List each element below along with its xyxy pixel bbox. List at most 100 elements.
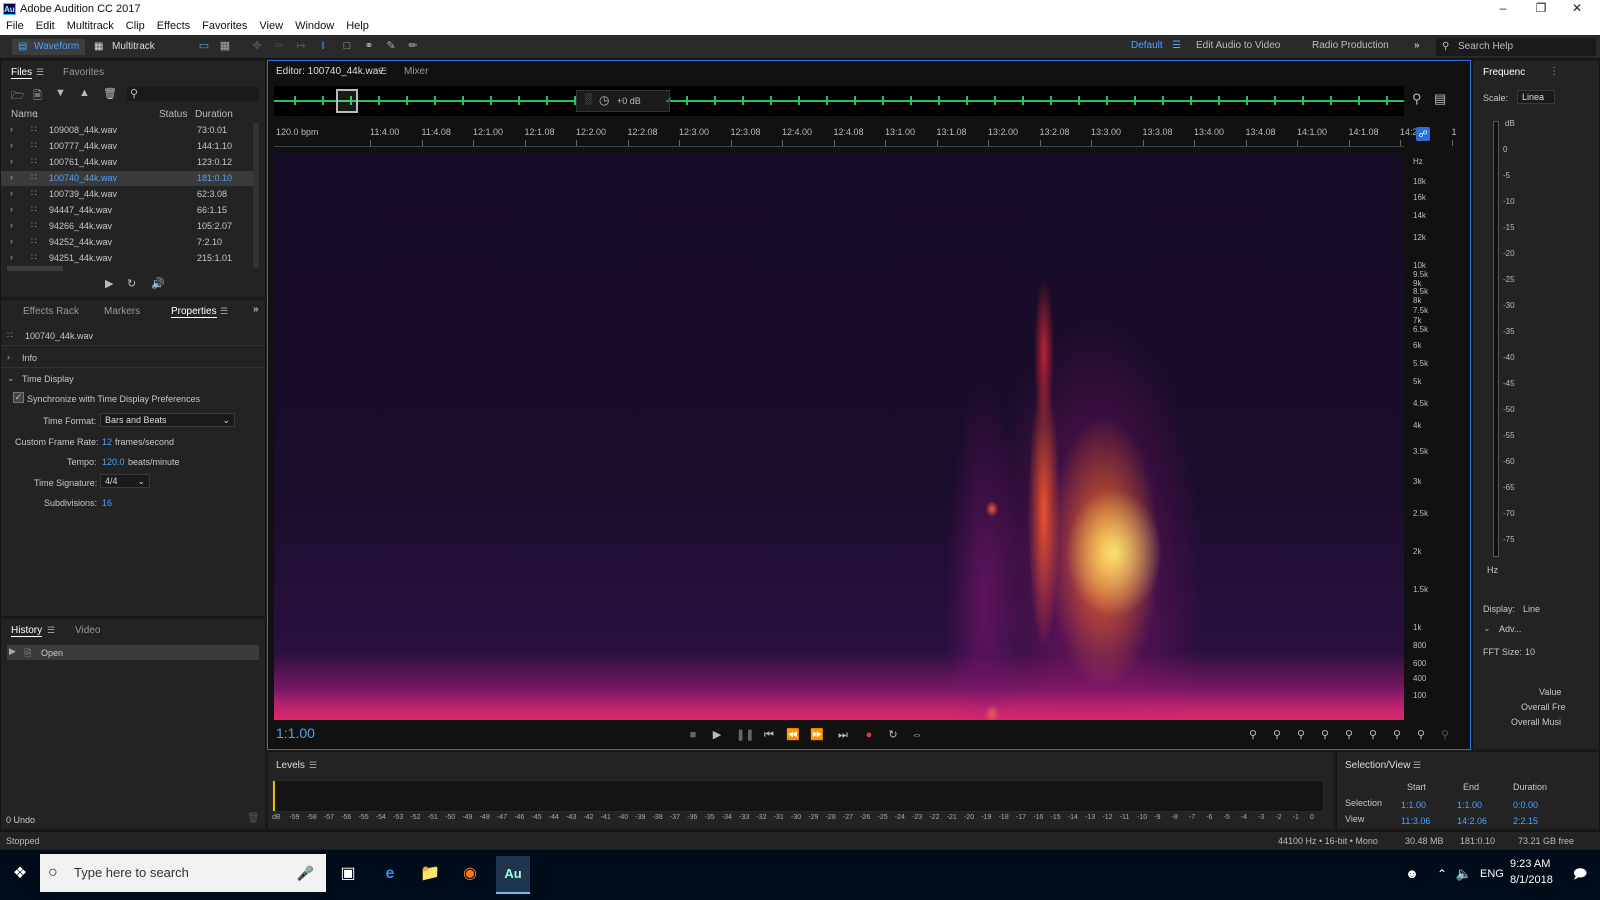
tab-selection-view[interactable]: Selection/View	[1345, 760, 1411, 771]
clock-time[interactable]: 9:23 AM	[1510, 858, 1551, 870]
menu-view[interactable]: View	[259, 20, 284, 32]
show-spectral-icon[interactable]: ▦	[219, 40, 231, 52]
stop-icon[interactable]: ■	[689, 729, 697, 741]
volume-icon[interactable]: 🔈	[1455, 866, 1473, 881]
time-ruler[interactable]: 120.0 bpm 11:4.00 11:4.08 12:1.00 12:1.08 12…	[274, 123, 1457, 147]
tab-files[interactable]: Files	[11, 67, 33, 79]
zoom-out-point-icon[interactable]: ⚲	[1392, 729, 1402, 741]
notifications-icon[interactable]: 🗩	[1572, 866, 1588, 881]
menu-clip[interactable]: Clip	[125, 20, 145, 32]
zoom-out-amplitude-icon[interactable]: ⚲	[1272, 729, 1282, 741]
open-file-icon[interactable]: 🗁	[11, 90, 25, 102]
minimize-button[interactable]: –	[1499, 1, 1507, 15]
skip-selection-icon[interactable]: ⇔	[911, 729, 923, 741]
tab-editor[interactable]: Editor: 100740_44k.wav	[276, 66, 384, 77]
pin-icon[interactable]: ✓	[665, 95, 673, 105]
chevron-down-icon[interactable]: ⌄	[1483, 623, 1491, 633]
view-duration[interactable]: 2:2.15	[1513, 816, 1539, 826]
tab-favorites[interactable]: Favorites	[63, 67, 105, 78]
time-selection-tool-icon[interactable]: I	[321, 40, 325, 52]
scale-select[interactable]: Linea	[1517, 90, 1555, 104]
skip-to-end-icon[interactable]: ⏭	[838, 729, 848, 741]
windows-start-icon[interactable]: ❖	[12, 865, 28, 882]
workspace-radio-production[interactable]: Radio Production	[1312, 40, 1389, 51]
brush-tool-icon[interactable]: ✎	[386, 40, 396, 52]
menu-window[interactable]: Window	[295, 20, 335, 32]
info-section[interactable]: Info	[22, 353, 38, 363]
editor-menu-icon[interactable]: ☰	[379, 66, 388, 76]
time-format-select[interactable]: Bars and Beats ⌄	[100, 413, 235, 427]
taskbar-search-input[interactable]: ○ Type here to search 🎤	[40, 854, 326, 892]
tab-markers[interactable]: Markers	[104, 306, 141, 317]
expand-icon[interactable]: ›	[10, 172, 13, 182]
expand-icon[interactable]: ›	[10, 188, 13, 198]
files-h-scrollbar[interactable]	[7, 266, 63, 271]
firefox-icon[interactable]: ◉	[463, 865, 477, 882]
hud-volume[interactable]: ░ ◷ +0 dB ✓	[576, 90, 673, 112]
play-icon[interactable]: ▶	[712, 729, 722, 741]
language-indicator[interactable]: ENG	[1480, 868, 1504, 880]
zoom-in-point-icon[interactable]: ⚲	[1368, 729, 1378, 741]
zoom-in-amplitude-icon[interactable]: ⚲	[1248, 729, 1258, 741]
view-start[interactable]: 11:3.06	[1401, 816, 1431, 826]
tempo-value[interactable]: 120.0	[102, 457, 125, 467]
files-panel-menu-icon[interactable]: ☰	[36, 67, 45, 77]
menu-favorites[interactable]: Favorites	[202, 20, 248, 32]
zoom-to-selection-icon[interactable]: ⚲	[1412, 91, 1422, 106]
people-icon[interactable]: ☻	[1405, 866, 1419, 881]
file-row[interactable]: › ∷ 94251_44k.wav 215:1.01	[10, 252, 233, 263]
audition-taskbar-icon[interactable]: Au	[496, 856, 530, 894]
file-row[interactable]: › ∷ 94252_44k.wav 7:2.10	[10, 236, 223, 247]
history-item[interactable]: ▶ 🗎 Open	[7, 645, 259, 660]
record-icon[interactable]: ●	[865, 729, 873, 741]
tab-levels[interactable]: Levels	[276, 760, 305, 771]
move-tool-icon[interactable]: ✥	[252, 40, 262, 52]
tray-chevron-up-icon[interactable]: ⌃	[1436, 867, 1448, 881]
more-workspaces-icon[interactable]: »	[1414, 40, 1420, 51]
expand-icon[interactable]: ›	[10, 140, 13, 150]
zoom-out-full-icon[interactable]: ⚲	[1344, 729, 1354, 741]
snap-icon[interactable]: ☍	[1416, 127, 1430, 141]
time-display-section[interactable]: Time Display	[22, 374, 74, 384]
loop-playback-icon[interactable]: ↻	[888, 729, 898, 741]
slip-tool-icon[interactable]: ↦	[296, 40, 306, 52]
spot-healing-tool-icon[interactable]: ✏	[408, 40, 418, 52]
delete-icon[interactable]: 🗑	[103, 88, 117, 100]
file-explorer-icon[interactable]: 📁	[420, 865, 440, 882]
file-row[interactable]: › ∷ 100739_44k.wav 62:3.08	[10, 188, 228, 199]
zoom-reset-icon[interactable]: ⚲	[1440, 729, 1450, 741]
col-duration[interactable]: Duration	[195, 109, 233, 120]
file-row[interactable]: › ∷ 100777_44k.wav 144:1.10	[10, 140, 233, 151]
expand-icon[interactable]: ›	[10, 252, 13, 262]
marquee-tool-icon[interactable]: □	[343, 40, 351, 52]
task-view-icon[interactable]: ▣	[340, 865, 356, 882]
skip-to-start-icon[interactable]: ⏮	[764, 729, 774, 741]
expand-icon[interactable]: ›	[10, 236, 13, 246]
expand-icon[interactable]: ›	[10, 204, 13, 214]
menu-effects[interactable]: Effects	[156, 20, 191, 32]
workspace-menu-icon[interactable]: ☰	[1172, 40, 1181, 51]
chevron-down-icon[interactable]: ⌄	[7, 373, 15, 383]
zoom-out-time-icon[interactable]: ⚲	[1320, 729, 1330, 741]
menu-file[interactable]: File	[6, 20, 24, 32]
files-scrollbar[interactable]	[253, 123, 259, 268]
expand-icon[interactable]: ›	[10, 156, 13, 166]
current-time-display[interactable]: 1:1.00	[276, 725, 315, 741]
tab-frequency-analysis[interactable]: Frequenc	[1483, 67, 1526, 78]
spectral-settings-icon[interactable]: ▤	[1434, 91, 1447, 106]
file-row[interactable]: › ∷ 94266_44k.wav 105:2.07	[10, 220, 233, 231]
rewind-icon[interactable]: ⏪	[786, 729, 800, 741]
microphone-icon[interactable]: 🎤	[296, 865, 314, 881]
waveform-view-button[interactable]: ▤ Waveform	[12, 39, 86, 55]
autoplay-icon[interactable]: 🔊	[151, 278, 165, 290]
edge-browser-icon[interactable]: e	[385, 865, 395, 882]
menu-multitrack[interactable]: Multitrack	[66, 20, 114, 32]
col-status[interactable]: Status	[159, 109, 188, 120]
tab-video[interactable]: Video	[75, 625, 101, 636]
history-menu-icon[interactable]: ☰	[47, 625, 56, 635]
zoom-selection-icon[interactable]: ⚲	[1416, 729, 1426, 741]
import-file-icon[interactable]: 🗎	[33, 90, 42, 102]
chevron-right-icon[interactable]: ›	[7, 352, 10, 362]
expand-panel-icon[interactable]: »	[253, 304, 259, 315]
selection-start[interactable]: 1:1.00	[1401, 800, 1427, 810]
